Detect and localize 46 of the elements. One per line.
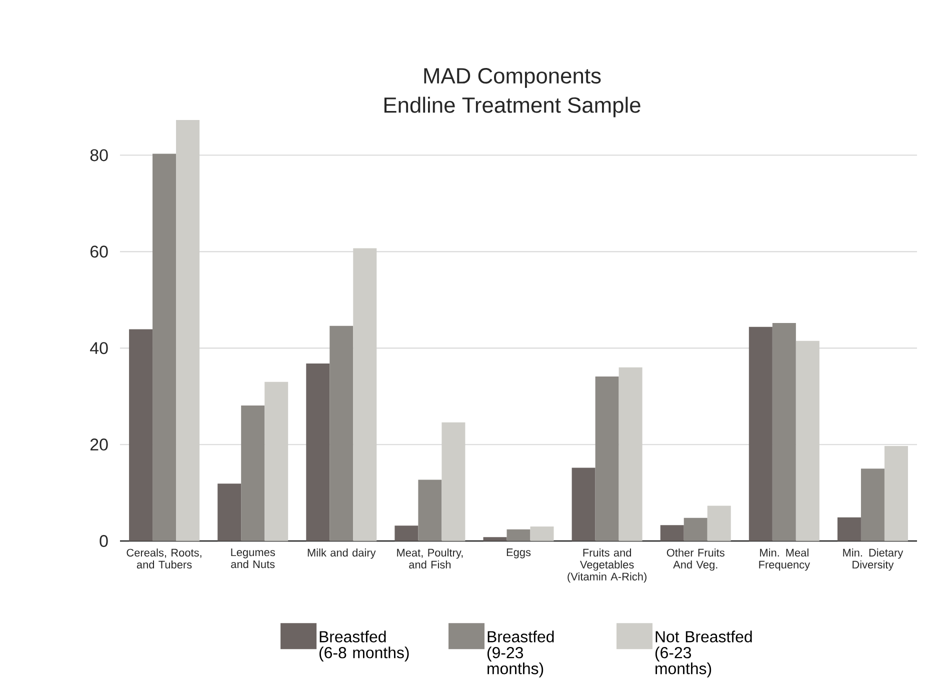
bar — [129, 329, 153, 541]
y-tick-label: 40 — [90, 342, 108, 354]
bar — [176, 120, 200, 541]
bar — [748, 326, 772, 541]
bar — [684, 518, 708, 541]
x-tick-label: Cereals, Roots, and Tubers — [126, 548, 202, 569]
x-tick-label: Min. Meal Frequency — [759, 548, 810, 571]
x-tick-label: Eggs — [506, 548, 531, 558]
bar — [506, 529, 530, 541]
legend-label: Not Breastfed (6-23 months) — [655, 630, 752, 678]
x-tick-label: Meat, Poultry, and Fish — [397, 548, 463, 569]
bar — [394, 526, 418, 541]
chart-subtitle: Endline Treatment Sample — [384, 96, 640, 118]
bar — [483, 537, 507, 541]
x-tick-label: Legumes and Nuts — [231, 548, 275, 568]
legend-label: Breastfed (9-23 months) — [487, 630, 554, 678]
bar — [618, 367, 642, 541]
x-tick-label: Other Fruits And Veg. — [666, 548, 724, 571]
bar — [241, 405, 265, 541]
bar — [442, 422, 466, 541]
bar — [530, 526, 554, 541]
bar — [837, 517, 861, 541]
bar — [772, 323, 796, 541]
bar — [353, 248, 377, 541]
bar — [660, 525, 684, 541]
bar — [264, 382, 288, 541]
x-tick-label: Milk and dairy — [308, 548, 376, 559]
bar — [418, 480, 442, 541]
bar — [572, 468, 596, 541]
y-tick-label: 80 — [90, 149, 108, 162]
bar — [796, 340, 820, 541]
y-tick-label: 0 — [100, 535, 108, 547]
y-tick-label: 60 — [90, 246, 108, 258]
x-tick-label: Min. Dietary Diversity — [843, 548, 904, 571]
bar — [218, 484, 242, 541]
bar — [860, 468, 884, 541]
bar — [330, 326, 354, 541]
bar — [595, 376, 619, 541]
bar — [152, 154, 176, 541]
bar — [306, 364, 330, 541]
bar — [884, 446, 908, 541]
x-tick-label: Fruits and Vegetables (Vitamin A-Rich) — [568, 548, 646, 583]
legend-label: Breastfed (6-8 months) — [320, 630, 409, 662]
bar — [707, 506, 731, 541]
y-tick-label: 20 — [90, 438, 108, 451]
chart-title: MAD Components — [424, 68, 601, 88]
